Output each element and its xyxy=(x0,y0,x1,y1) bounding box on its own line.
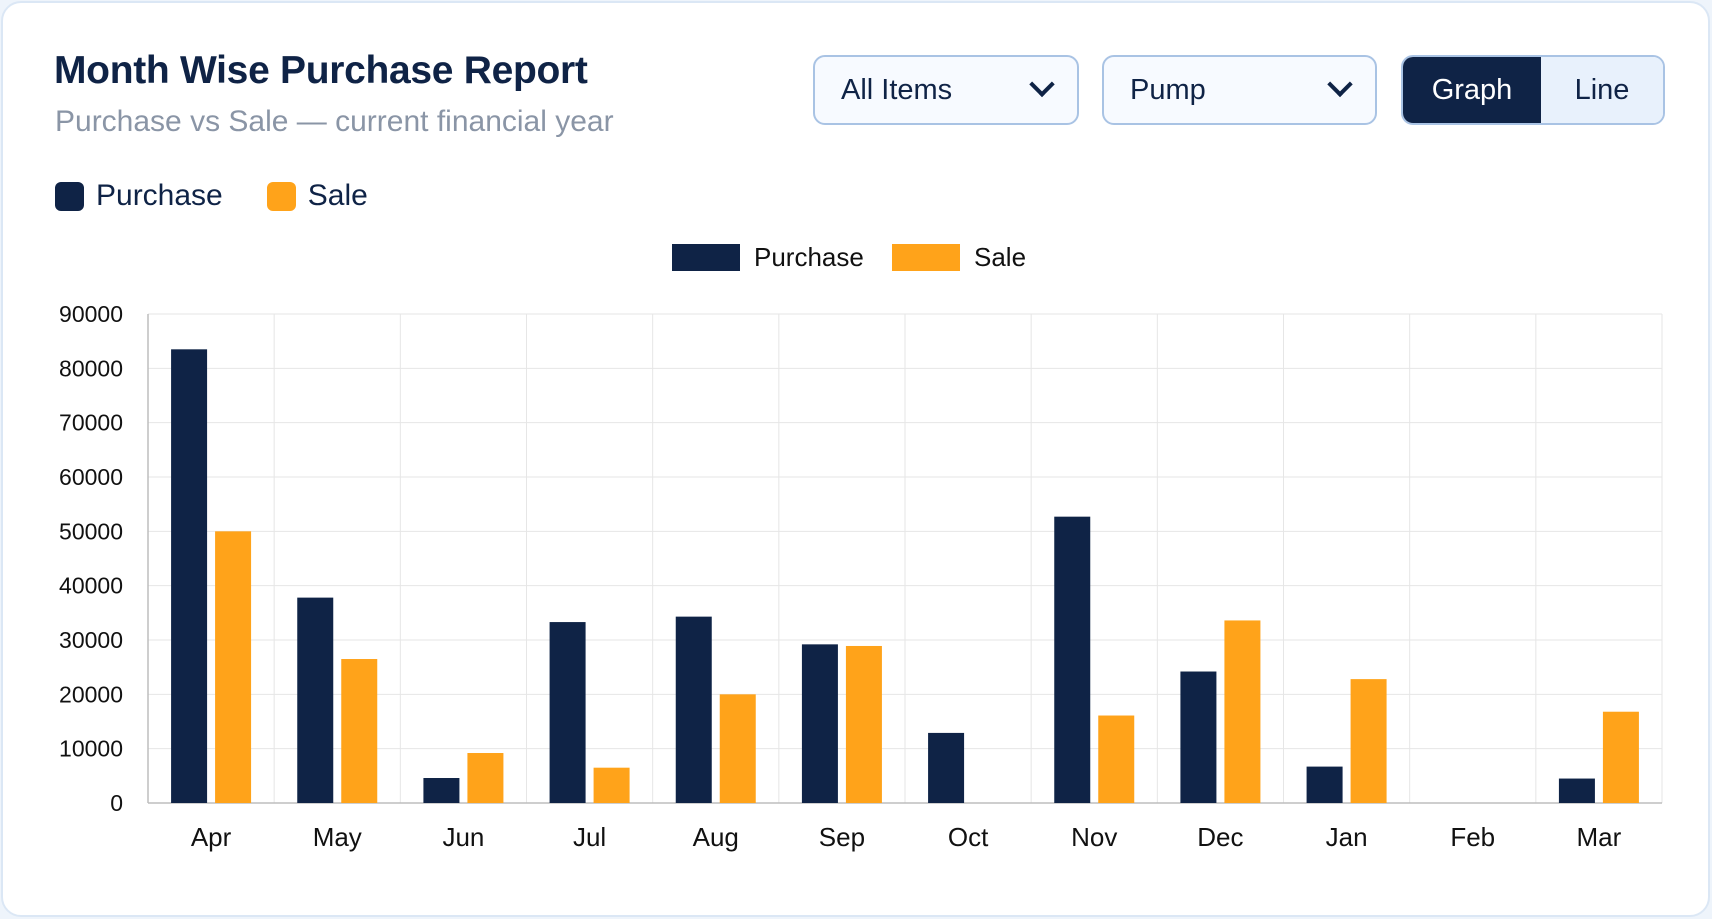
x-tick-label: Sep xyxy=(819,822,865,852)
y-tick-label: 20000 xyxy=(59,681,123,707)
x-tick-label: Aug xyxy=(693,822,739,852)
chart-legend-swatch-sale xyxy=(892,244,960,271)
x-tick-label: Jul xyxy=(573,822,606,852)
bar-purchase-dec xyxy=(1180,671,1217,803)
bar-purchase-mar xyxy=(1558,778,1595,803)
bar-sale-mar xyxy=(1602,711,1639,803)
bar-purchase-jun xyxy=(423,778,460,803)
bar-sale-jan xyxy=(1350,679,1387,803)
bar-purchase-jul xyxy=(549,622,586,803)
y-tick-label: 90000 xyxy=(59,301,123,327)
top-legend: Purchase Sale xyxy=(55,179,412,213)
y-tick-label: 60000 xyxy=(59,464,123,490)
bar-purchase-oct xyxy=(928,732,965,803)
bar-sale-nov xyxy=(1098,715,1135,803)
x-tick-label: Mar xyxy=(1577,822,1622,852)
purchase-swatch xyxy=(55,181,84,211)
y-tick-label: 0 xyxy=(110,790,123,816)
bar-purchase-apr xyxy=(171,349,208,803)
bar-sale-may xyxy=(341,659,378,803)
bar-chart: 0 10000 20000 30000 40000 50000 60000 70000 8000… xyxy=(59,242,1663,852)
chevron-down-icon xyxy=(1327,71,1353,98)
x-tick-label: Jun xyxy=(442,822,484,852)
bar-purchase-jan xyxy=(1306,766,1343,803)
bar-sale-sep xyxy=(845,645,882,803)
y-tick-label: 80000 xyxy=(59,355,123,381)
bar-purchase-may xyxy=(297,597,334,803)
x-tick-label: Oct xyxy=(948,822,989,852)
chart-legend-label-sale: Sale xyxy=(974,242,1026,272)
category-select[interactable]: Pump xyxy=(1102,55,1377,125)
y-tick-label: 50000 xyxy=(59,518,123,544)
legend-item-purchase[interactable]: Purchase xyxy=(55,179,223,213)
x-tick-label: Feb xyxy=(1450,822,1495,852)
chevron-down-icon xyxy=(1029,71,1055,98)
y-tick-label: 70000 xyxy=(59,410,123,436)
y-tick-label: 10000 xyxy=(59,736,123,762)
line-view-button[interactable]: Line xyxy=(1541,57,1663,123)
items-select-value: All Items xyxy=(841,73,953,106)
bar-purchase-aug xyxy=(675,616,712,803)
bar-sale-jun xyxy=(467,753,504,803)
sale-swatch xyxy=(266,181,296,211)
y-tick-label: 40000 xyxy=(59,573,123,599)
items-select[interactable]: All Items xyxy=(813,55,1079,125)
bar-purchase-sep xyxy=(801,644,838,803)
x-tick-label: May xyxy=(313,822,362,852)
bar-sale-jul xyxy=(593,767,630,803)
view-toggle: Graph Line xyxy=(1401,55,1665,125)
chart-legend-swatch-purchase xyxy=(672,244,740,271)
legend-label-purchase: Purchase xyxy=(96,179,223,212)
x-tick-label: Nov xyxy=(1071,822,1117,852)
y-tick-label: 30000 xyxy=(59,627,123,653)
bar-sale-apr xyxy=(215,531,252,803)
bar-purchase-nov xyxy=(1054,516,1091,803)
bar-sale-aug xyxy=(719,694,756,803)
bar-sale-dec xyxy=(1224,620,1261,803)
page-title: Month Wise Purchase Report xyxy=(54,49,588,92)
graph-view-button[interactable]: Graph xyxy=(1403,57,1541,123)
x-tick-label: Dec xyxy=(1197,822,1243,852)
page-subtitle: Purchase vs Sale — current financial yea… xyxy=(55,105,614,138)
x-tick-label: Jan xyxy=(1326,822,1368,852)
x-tick-label: Apr xyxy=(191,822,232,852)
chart-legend-label-purchase: Purchase xyxy=(754,242,864,272)
legend-label-sale: Sale xyxy=(307,179,368,212)
legend-item-sale[interactable]: Sale xyxy=(266,179,368,213)
category-select-value: Pump xyxy=(1130,73,1206,106)
